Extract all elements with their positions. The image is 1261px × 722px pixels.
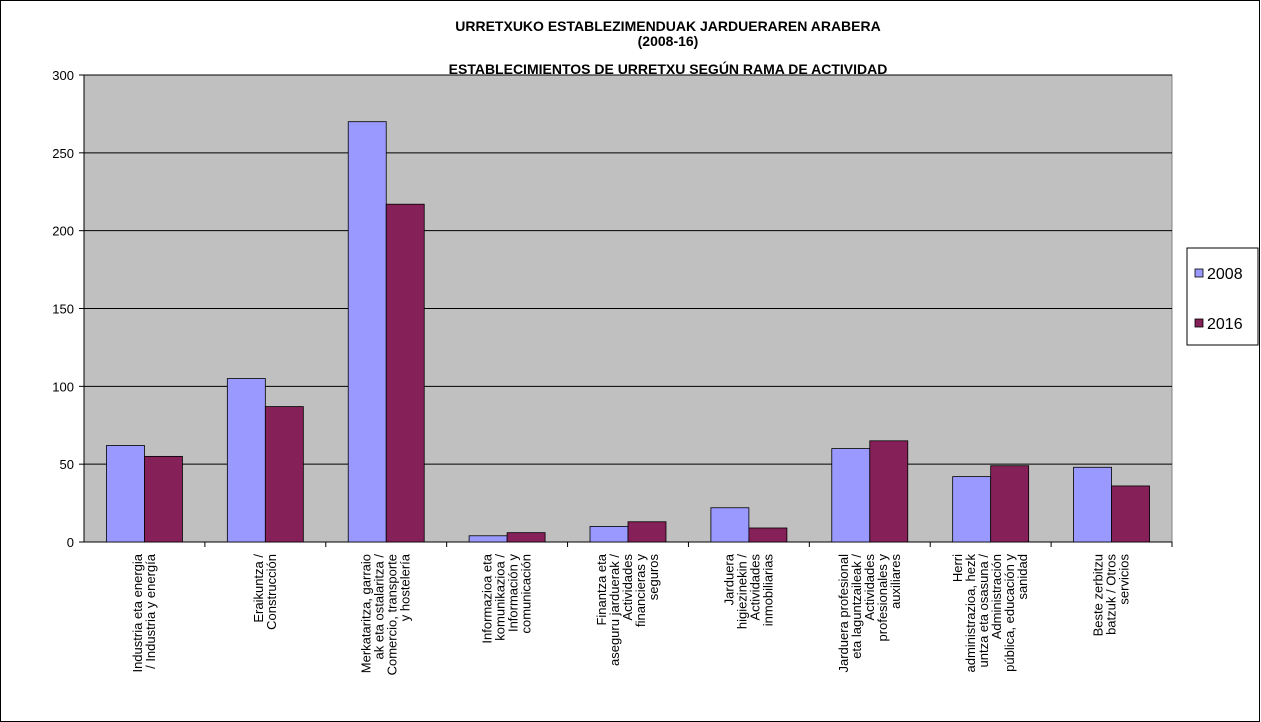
- bar: [264, 406, 304, 543]
- legend-label: 2016: [1207, 316, 1243, 333]
- x-tick-label: Jarduerahigiezinekin /Actividadesinmobil…: [721, 553, 775, 629]
- x-tick-label: Jarduera profesionaleta laguntzaileak /A…: [836, 554, 903, 673]
- bar: [748, 527, 788, 543]
- chart-title: (2008-16): [638, 33, 699, 49]
- legend-label: 2008: [1207, 266, 1243, 283]
- bar: [385, 203, 425, 543]
- y-tick-label: 200: [52, 224, 74, 239]
- legend-swatch: [1194, 318, 1204, 328]
- bar: [869, 440, 909, 543]
- bar: [106, 445, 145, 543]
- y-tick-label: 50: [60, 457, 74, 472]
- bar: [506, 532, 546, 543]
- bar: [627, 521, 667, 543]
- y-tick-label: 150: [52, 302, 74, 317]
- x-tick-label: Herriadministrazioa, hezkuntza eta osasu…: [950, 554, 1030, 673]
- chart-title: URRETXUKO ESTABLEZIMENDUAK JARDUERAREN A…: [455, 18, 880, 34]
- bar: [1073, 466, 1112, 543]
- x-tick-label: Merkataritza, garraioak eta ostalaritza …: [359, 553, 413, 675]
- legend-box: [1186, 247, 1259, 346]
- bar: [710, 507, 750, 543]
- x-tick-label: Eraikuntza /Construcción: [251, 554, 279, 630]
- bar: [226, 378, 266, 543]
- y-tick-label: 300: [52, 68, 74, 83]
- bar: [144, 455, 183, 543]
- legend-swatch: [1194, 268, 1204, 278]
- bar: [347, 121, 387, 543]
- bar: [952, 476, 992, 543]
- x-tick-label: Informazioa etakomunikazioa /Información…: [480, 553, 534, 643]
- y-tick-label: 0: [67, 535, 74, 550]
- bar: [589, 526, 629, 543]
- y-tick-label: 250: [52, 146, 74, 161]
- x-tick-label: Beste zerbitzubatzuk / Otrosservicios: [1091, 554, 1132, 637]
- bar: [468, 535, 508, 543]
- bar: [990, 465, 1030, 543]
- bar: [1111, 485, 1150, 543]
- x-tick-label: Finantza etaaseguru jarduerak /Actividad…: [594, 553, 661, 666]
- y-tick-label: 100: [52, 379, 74, 394]
- chart-title: ESTABLECIMIENTOS DE URRETXU SEGÚN RAMA D…: [449, 60, 888, 77]
- bar: [831, 448, 871, 543]
- x-tick-label: Industria eta energia/ Industria y energ…: [130, 553, 158, 672]
